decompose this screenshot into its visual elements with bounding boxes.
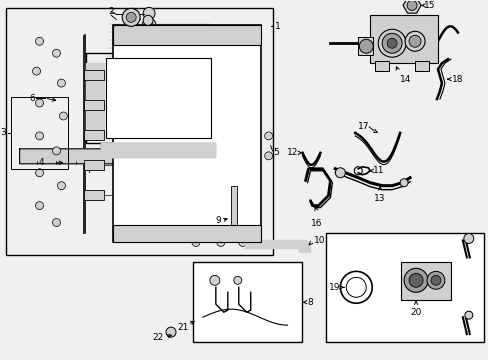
Bar (86, 53, 215, 143)
Circle shape (216, 238, 224, 247)
Text: 17: 17 (357, 122, 368, 131)
Circle shape (238, 238, 246, 247)
Circle shape (463, 234, 473, 243)
Circle shape (464, 311, 472, 319)
Circle shape (377, 29, 405, 57)
Polygon shape (101, 143, 215, 158)
Bar (113, 225, 260, 243)
Bar (400, 262, 450, 300)
Bar (374, 61, 388, 71)
Text: 12: 12 (286, 148, 298, 157)
Circle shape (143, 15, 153, 25)
Bar (358, 37, 372, 55)
Text: 5: 5 (273, 148, 279, 157)
Circle shape (426, 271, 444, 289)
Bar (84, 130, 104, 140)
Circle shape (233, 276, 241, 284)
Text: 16: 16 (310, 219, 322, 228)
Circle shape (404, 31, 424, 51)
Bar (113, 25, 260, 243)
Bar (230, 186, 236, 235)
Circle shape (36, 169, 43, 177)
Text: 6: 6 (29, 94, 35, 103)
Text: 18: 18 (451, 75, 463, 84)
Text: 4: 4 (39, 158, 44, 167)
Text: 21: 21 (177, 323, 188, 332)
Circle shape (52, 49, 61, 57)
Circle shape (58, 182, 65, 190)
Bar (113, 25, 260, 45)
Circle shape (382, 33, 401, 53)
Circle shape (52, 147, 61, 155)
Circle shape (386, 38, 396, 48)
Bar (84, 190, 104, 200)
Bar (414, 61, 428, 71)
Circle shape (143, 8, 155, 19)
Circle shape (36, 132, 43, 140)
Circle shape (36, 202, 43, 210)
Text: 22: 22 (152, 333, 163, 342)
Polygon shape (245, 240, 310, 252)
Text: 1: 1 (274, 22, 280, 31)
Circle shape (192, 238, 200, 247)
Circle shape (264, 132, 272, 140)
Bar (11, 97, 68, 169)
Circle shape (408, 273, 422, 287)
Bar (193, 262, 302, 342)
Circle shape (52, 219, 61, 226)
Circle shape (58, 79, 65, 87)
Bar (369, 15, 437, 63)
Circle shape (36, 37, 43, 45)
Bar (84, 100, 104, 110)
Text: 10: 10 (313, 236, 325, 245)
Text: 7: 7 (86, 166, 92, 175)
Circle shape (406, 0, 416, 10)
Circle shape (403, 268, 427, 292)
Circle shape (209, 275, 220, 285)
Text: 3: 3 (0, 129, 6, 138)
Polygon shape (402, 0, 420, 13)
Text: 20: 20 (409, 308, 421, 317)
Text: 19: 19 (328, 283, 340, 292)
Bar (325, 233, 483, 342)
Text: 14: 14 (399, 75, 410, 84)
Circle shape (166, 327, 176, 337)
Text: 2: 2 (108, 7, 114, 16)
Text: 13: 13 (374, 194, 385, 203)
Circle shape (430, 275, 440, 285)
Circle shape (142, 18, 156, 32)
Circle shape (36, 99, 43, 107)
Circle shape (60, 112, 67, 120)
Polygon shape (86, 63, 104, 133)
Text: 11: 11 (372, 166, 384, 175)
Text: 8: 8 (307, 298, 313, 307)
Bar (84, 70, 104, 80)
Circle shape (399, 179, 407, 187)
Bar (106, 58, 210, 138)
Circle shape (359, 39, 372, 53)
Bar (6, 8, 272, 255)
Circle shape (126, 12, 136, 22)
Circle shape (408, 35, 420, 47)
Bar (84, 160, 104, 170)
Circle shape (264, 152, 272, 160)
Circle shape (145, 21, 153, 29)
Polygon shape (20, 149, 166, 164)
Circle shape (33, 67, 41, 75)
Circle shape (122, 8, 140, 26)
Circle shape (335, 168, 345, 178)
Text: 9: 9 (215, 216, 221, 225)
Text: 15: 15 (423, 1, 435, 10)
